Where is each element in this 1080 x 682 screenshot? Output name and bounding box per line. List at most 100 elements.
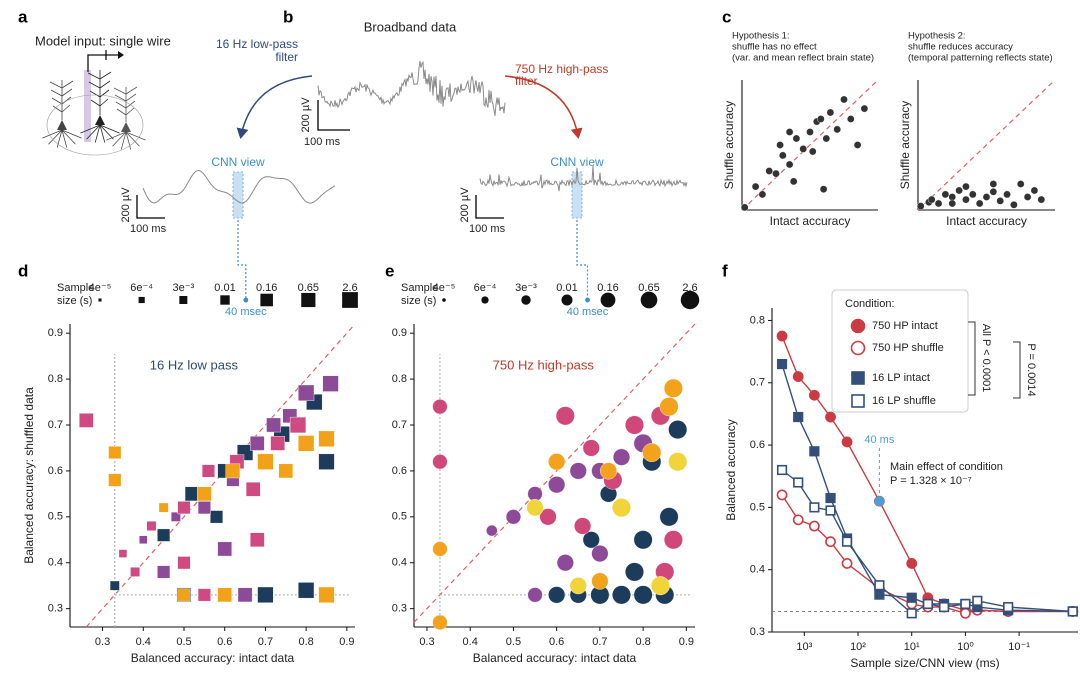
data-point [633,530,653,550]
data-point [569,577,587,595]
size-legend-label: 0.01 [214,282,235,294]
data-point [278,463,294,479]
data-point [825,492,836,504]
data-point [938,601,950,613]
data-point [1003,601,1014,613]
y-axis-label: Balanced accuracy: shuffled data [22,387,36,564]
y-tick-label: 0.3 [750,626,765,638]
size-legend-title: size (s) [401,295,436,307]
data-point [556,554,574,572]
scale-bar [136,195,165,219]
x-axis-label: Sample size/CNN view (ms) [850,656,999,670]
size-legend-title: Sample [57,282,94,294]
y-tick-label: 0.3 [392,603,407,615]
data-point [197,486,212,502]
filter-arrow [236,75,313,139]
size-legend-label: 0.16 [256,282,277,294]
data-point [789,177,798,186]
data-point [170,511,181,522]
signal-trace [317,60,506,116]
data-point [772,169,780,178]
data-point [266,417,281,433]
size-legend-title: size (s) [57,295,92,307]
size-legend-label: 3e⁻³ [172,282,194,294]
size-legend-marker [301,292,316,308]
legend-marker [851,394,865,408]
data-point [860,104,869,113]
data-point [1003,190,1011,199]
data-point [527,587,543,603]
y-axis-label: Shuffle accuracy [898,101,912,190]
data-point [906,592,917,603]
data-point [1010,200,1018,209]
signal-trace [479,165,688,192]
x-tick-label: 0.5 [506,636,521,648]
data-point [569,462,587,480]
data-point [934,199,943,208]
annotation-connector [576,220,589,300]
chart-title: 750 Hz high-pass [493,357,595,372]
annotation: 40 msec [567,306,609,318]
data-point [318,430,335,447]
data-point [996,197,1005,205]
data-point [792,134,801,143]
data-point [432,541,448,557]
data-point [318,453,335,470]
data-point [130,567,141,577]
panel-label: d [18,261,28,280]
data-point [962,182,970,191]
data-point [1023,193,1032,201]
legend-label: 16 LP intact [872,372,930,384]
data-point [318,586,335,603]
identity-line [741,79,879,211]
data-point [874,580,885,591]
data-point [197,501,211,515]
y-tick-label: 0.4 [392,557,407,569]
data-point [765,167,774,175]
data-point [79,413,94,428]
neuron-dendrites [42,80,82,148]
data-point [108,446,122,460]
bracket-label: All P < 0.0001 [980,324,992,393]
chart-title: 16 Hz low pass [150,357,239,372]
panel-a-title: Model input: single wire [35,33,171,48]
data-point [146,521,157,531]
neuron-field [46,94,144,156]
data-point [201,464,215,478]
data-point [245,481,261,497]
panel-label: f [722,261,728,280]
data-point [250,436,265,451]
bracket [1013,341,1021,399]
data-point [600,462,618,480]
data-point [289,416,307,434]
data-point [539,508,557,526]
size-legend-marker [600,292,616,308]
x-axis-label: Intact accuracy [770,214,851,228]
x-axis-label: Intact accuracy [946,214,1027,228]
cnn-view-label: CNN view [550,155,604,169]
legend-marker [850,340,866,356]
x-axis-label: Balanced accuracy: intact data [473,651,637,665]
highlight-label: 40 ms [864,434,894,446]
size-legend-marker [98,298,102,302]
data-point [108,473,122,487]
cnn-view-window [571,171,583,219]
x-tick-label: 10¹ [904,641,920,653]
scale-label: 100 ms [304,136,341,148]
data-point [792,514,804,526]
data-point [1030,186,1039,195]
data-point [941,190,950,199]
data-point [922,598,933,610]
data-point [989,180,998,188]
legend-label: 16 LP shuffle [872,395,936,407]
data-point [779,151,787,160]
chart-title: (var. and mean reflect brain state) [732,53,874,64]
size-legend-label: 6e⁻⁴ [474,282,497,294]
y-tick-label: 0.5 [48,511,63,523]
data-point [612,585,631,605]
data-point [298,384,315,401]
x-tick-label: 10² [850,641,866,653]
data-point [1037,195,1046,204]
